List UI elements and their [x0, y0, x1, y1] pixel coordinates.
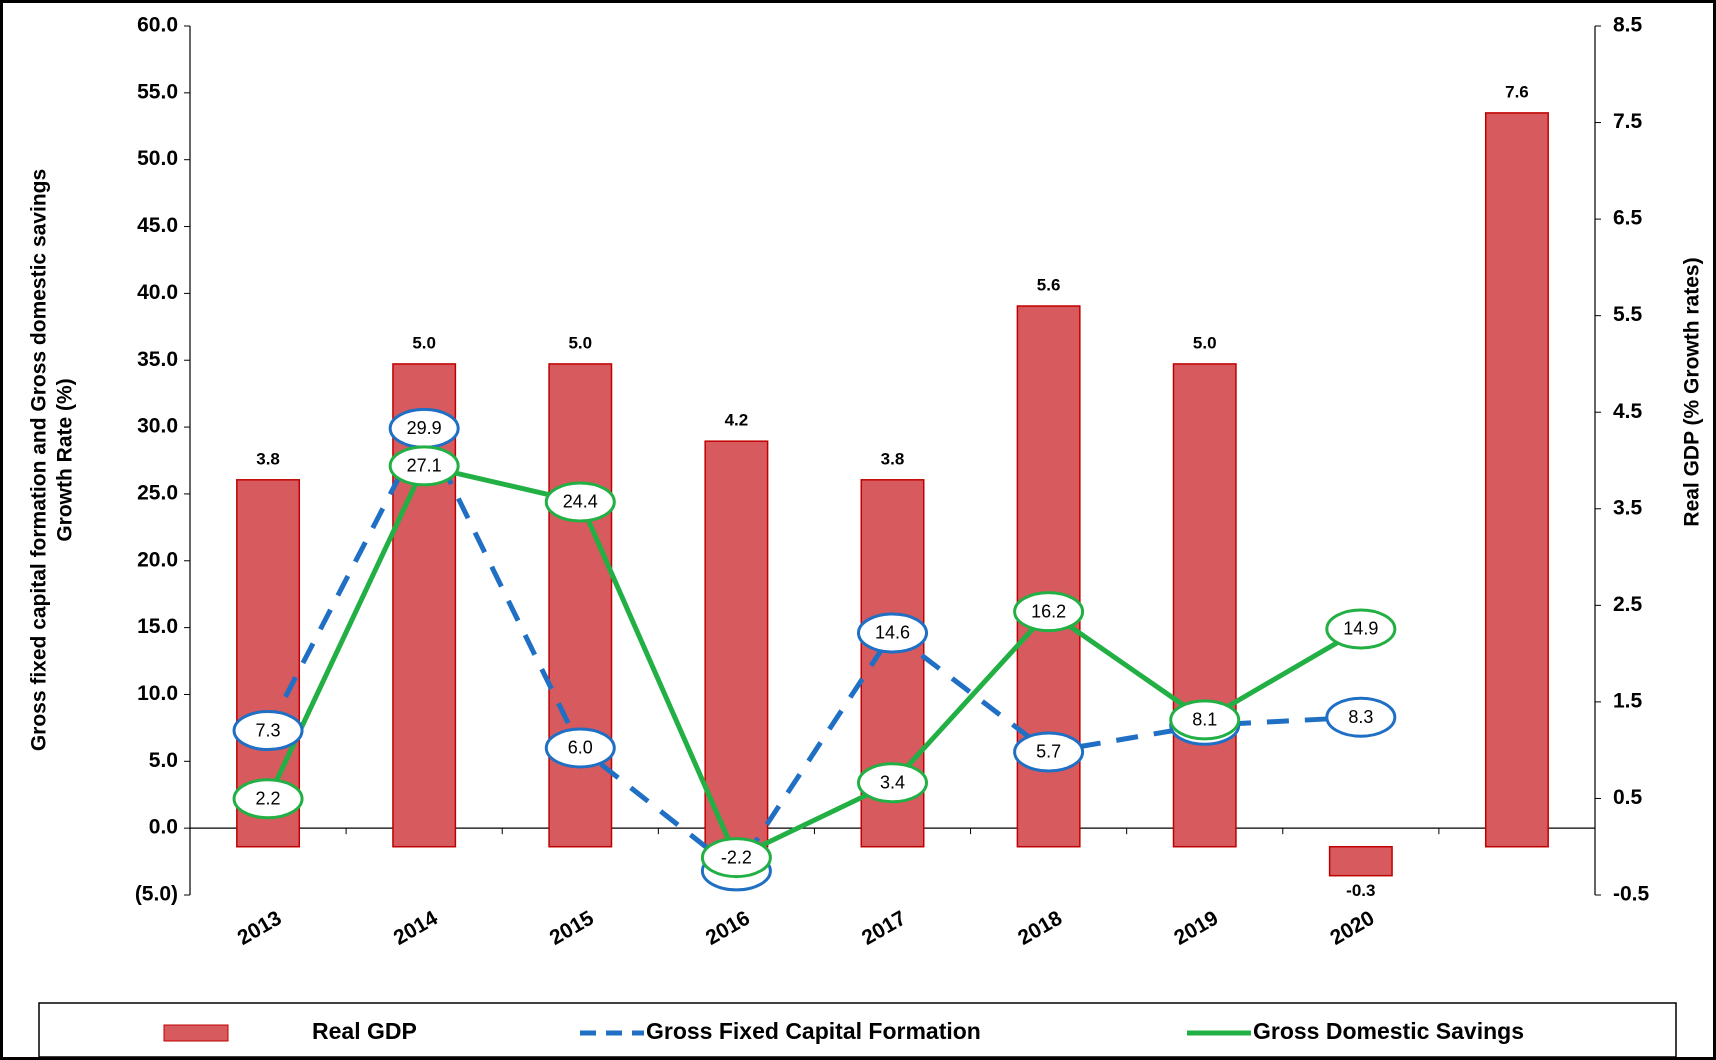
- y-tick-label: 10.0: [137, 682, 178, 705]
- value-label-bubble: [700, 837, 772, 879]
- value-label-bubble: [388, 445, 460, 487]
- bar: [1484, 112, 1549, 848]
- bar-value-label: 3.8: [256, 449, 280, 468]
- legend-label: Real GDP: [312, 1018, 417, 1044]
- y-tick-label: 0.0: [149, 816, 178, 839]
- value-label-bubble: [1325, 696, 1397, 738]
- bar-value-label: 5.0: [412, 333, 436, 352]
- bar-value-label: 3.8: [881, 449, 905, 468]
- y2-tick-label: 7.5: [1613, 110, 1643, 133]
- value-label-bubble: [544, 727, 616, 769]
- y-tick-label: 30.0: [137, 415, 178, 438]
- y-axis-title-line: Growth Rate (%): [54, 378, 77, 541]
- line-value-label: 29.9: [407, 418, 442, 438]
- y2-tick-label: 2.5: [1613, 593, 1643, 616]
- legend-box: [38, 1002, 1677, 1058]
- legend-label: Gross Domestic Savings: [1253, 1018, 1524, 1044]
- y-tick-label: 25.0: [137, 481, 178, 504]
- bar: [548, 363, 613, 848]
- bar-value-label: 4.2: [725, 411, 749, 430]
- y2-tick-label: 4.5: [1613, 400, 1643, 423]
- value-label-bubble: [857, 612, 928, 654]
- y-axis-title: Gross fixed capital formation and Gross …: [28, 169, 77, 751]
- y2-tick-label: 3.5: [1613, 496, 1643, 519]
- line-value-label: 2.2: [256, 788, 281, 808]
- y-tick-label: 5.0: [149, 749, 178, 772]
- value-label-bubble: [544, 481, 616, 523]
- y-tick-label: 50.0: [137, 147, 178, 170]
- line-value-label: 16.2: [1031, 601, 1066, 621]
- y2-tick-label: 5.5: [1613, 303, 1643, 326]
- y-axis-title-line: Gross fixed capital formation and Gross …: [28, 169, 51, 751]
- legend-swatch: [163, 1024, 229, 1042]
- y2-tick-label: 6.5: [1613, 207, 1643, 230]
- bar: [1172, 363, 1237, 848]
- y2-tick-label: 1.5: [1613, 689, 1643, 712]
- line-value-label: 7.3: [256, 720, 281, 740]
- bar: [1328, 845, 1393, 877]
- line-value-label: 14.6: [875, 623, 910, 643]
- y-tick-label: 40.0: [137, 281, 178, 304]
- value-label-bubble: [1169, 699, 1241, 741]
- y-tick-label: 45.0: [137, 214, 178, 237]
- line-value-label: -2.2: [721, 847, 752, 867]
- legend-label: Gross Fixed Capital Formation: [646, 1018, 981, 1044]
- value-label-bubble: [232, 710, 304, 752]
- line-value-label: 8.3: [1348, 707, 1373, 727]
- bar-value-label: -0.3: [1346, 881, 1375, 900]
- y2-tick-label: 0.5: [1613, 786, 1643, 809]
- line-value-label: 14.9: [1343, 619, 1378, 639]
- line-value-label: 6.0: [568, 738, 593, 758]
- line: [265, 422, 1361, 875]
- value-label-bubble: [232, 778, 304, 820]
- line-value-label: 24.4: [563, 492, 598, 512]
- value-label-bubble: [1013, 731, 1085, 773]
- value-label-bubble: [1013, 591, 1085, 633]
- y-tick-label: 15.0: [137, 615, 178, 638]
- bar-value-label: 7.6: [1505, 82, 1529, 101]
- y2-tick-label: -0.5: [1613, 883, 1650, 906]
- bar: [704, 440, 769, 848]
- value-label-bubble: [857, 762, 928, 804]
- bar-value-label: 5.0: [568, 333, 592, 352]
- y-tick-label: 55.0: [137, 80, 178, 103]
- y-tick-label: 35.0: [137, 348, 178, 371]
- y2-axis-title: Real GDP (% Growth rates): [1681, 257, 1704, 526]
- line-value-label: 8.1: [1192, 710, 1217, 730]
- line-value-label: 3.4: [880, 772, 905, 792]
- line-value-label: 5.7: [1036, 742, 1061, 762]
- y-tick-label: 20.0: [137, 548, 178, 571]
- value-label-bubble: [1325, 608, 1397, 650]
- y-tick-label: 60.0: [137, 14, 178, 37]
- y2-tick-label: 8.5: [1613, 14, 1643, 37]
- line-value-label: 27.1: [407, 456, 442, 476]
- bar-value-label: 5.0: [1193, 333, 1217, 352]
- y-tick-label: (5.0): [135, 883, 178, 906]
- bar-value-label: 5.6: [1037, 275, 1061, 294]
